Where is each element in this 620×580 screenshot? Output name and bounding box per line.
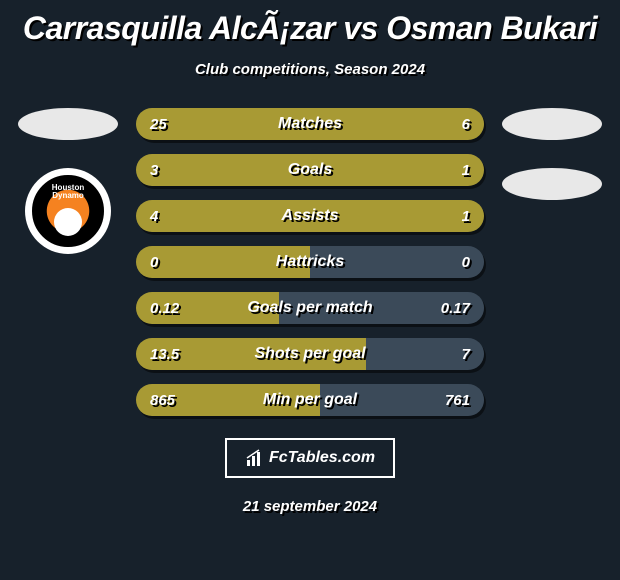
stat-bar-right bbox=[397, 154, 484, 186]
club-badge-left: Houston Dynamo bbox=[25, 168, 111, 254]
stat-bar-right bbox=[414, 108, 484, 140]
club-badge-right-placeholder bbox=[502, 168, 602, 200]
stat-value-left: 13.5 bbox=[150, 346, 179, 363]
comparison-panel: Houston Dynamo 25 6 Matches 3 1 Goals 4 1 Assist… bbox=[0, 108, 620, 416]
brand-logo: FcTables.com bbox=[225, 438, 395, 478]
stat-value-right: 7 bbox=[462, 346, 470, 363]
stat-label: Min per goal bbox=[263, 391, 357, 409]
stat-row: 0 0 Hattricks bbox=[136, 246, 484, 278]
stat-value-left: 3 bbox=[150, 162, 158, 179]
stat-bar-right bbox=[414, 200, 484, 232]
date-text: 21 september 2024 bbox=[0, 498, 620, 515]
stat-value-left: 0 bbox=[150, 254, 158, 271]
stat-value-right: 6 bbox=[462, 116, 470, 133]
page-title: Carrasquilla AlcÃ¡zar vs Osman Bukari bbox=[0, 0, 620, 47]
stat-value-left: 0.12 bbox=[150, 300, 179, 317]
stat-value-left: 865 bbox=[150, 392, 175, 409]
stat-label: Matches bbox=[278, 115, 342, 133]
stat-value-left: 25 bbox=[150, 116, 167, 133]
stat-bars-container: 25 6 Matches 3 1 Goals 4 1 Assists 0 0 Hattricks 0.1… bbox=[128, 108, 492, 416]
stat-label: Goals per match bbox=[247, 299, 372, 317]
stat-value-right: 761 bbox=[445, 392, 470, 409]
stat-row: 4 1 Assists bbox=[136, 200, 484, 232]
ball-icon bbox=[54, 208, 82, 236]
stat-value-right: 1 bbox=[462, 208, 470, 225]
brand-text: FcTables.com bbox=[269, 449, 375, 467]
badge-text: Houston Dynamo bbox=[35, 184, 101, 200]
stat-value-right: 1 bbox=[462, 162, 470, 179]
stat-label: Goals bbox=[288, 161, 332, 179]
stat-bar-left bbox=[136, 108, 414, 140]
dynamo-badge-icon: Houston Dynamo bbox=[32, 175, 104, 247]
stat-bar-left bbox=[136, 154, 397, 186]
right-player-column bbox=[492, 108, 612, 416]
stat-row: 13.5 7 Shots per goal bbox=[136, 338, 484, 370]
chart-icon bbox=[245, 448, 265, 468]
stat-row: 0.12 0.17 Goals per match bbox=[136, 292, 484, 324]
player-right-placeholder bbox=[502, 108, 602, 140]
player-left-placeholder bbox=[18, 108, 118, 140]
stat-value-left: 4 bbox=[150, 208, 158, 225]
stat-bar-left bbox=[136, 200, 414, 232]
stat-label: Shots per goal bbox=[254, 345, 365, 363]
stat-row: 865 761 Min per goal bbox=[136, 384, 484, 416]
stat-value-right: 0.17 bbox=[441, 300, 470, 317]
stat-row: 3 1 Goals bbox=[136, 154, 484, 186]
stat-row: 25 6 Matches bbox=[136, 108, 484, 140]
stat-label: Hattricks bbox=[276, 253, 344, 271]
subtitle: Club competitions, Season 2024 bbox=[0, 61, 620, 78]
stat-label: Assists bbox=[282, 207, 339, 225]
left-player-column: Houston Dynamo bbox=[8, 108, 128, 416]
stat-value-right: 0 bbox=[462, 254, 470, 271]
